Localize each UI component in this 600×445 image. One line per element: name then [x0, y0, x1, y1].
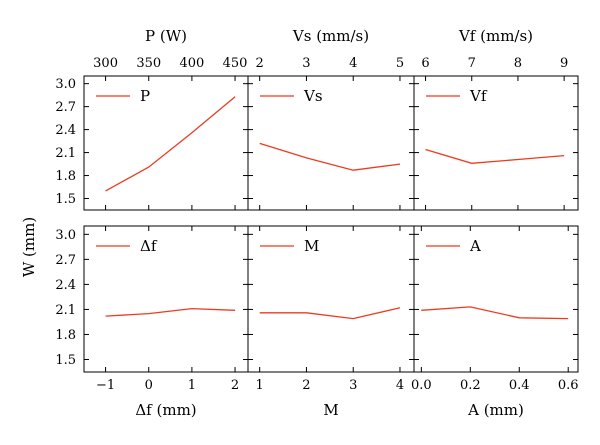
x-tick-label: 400: [179, 56, 204, 71]
x-tick-label: 2: [256, 56, 264, 71]
panel-top-middle: 2 3 4 5 Vs (mm/s) Vs: [247, 27, 415, 211]
x-tick-label: 3: [349, 378, 357, 393]
series-line: [421, 306, 569, 320]
x-tick-label: 300: [93, 56, 118, 71]
panel-bottom-middle: 1 2 3 4 M M: [247, 225, 415, 419]
y-tick-label: 3.0: [55, 77, 76, 92]
x-tick-label: 9: [560, 56, 568, 71]
legend-label: Vs: [303, 87, 323, 105]
x-tick-label: 4: [396, 378, 404, 393]
legend-label: M: [304, 237, 319, 255]
series-line: [259, 307, 401, 320]
y-tick-label: 2.1: [55, 146, 76, 161]
x-tick-label: 0: [145, 378, 153, 393]
legend-label: A: [469, 237, 481, 255]
y-tick-label: 1.8: [55, 328, 76, 343]
legend-label: Δf: [140, 237, 158, 255]
panel-frame: [413, 225, 579, 373]
panel-frame: [83, 225, 249, 373]
x-axis-title: Vs (mm/s): [292, 27, 369, 45]
legend-label: Vf: [469, 87, 488, 105]
series-line: [105, 96, 236, 192]
x-tick-label: 0.0: [411, 378, 432, 393]
x-tick-label: 2: [231, 378, 239, 393]
legend-label: P: [140, 87, 150, 105]
panel-bottom-left: −1 0 1 2 1.5 1.8 2.1 2.4 2.7 3.0 Δf (mm) Δf: [55, 225, 249, 419]
x-tick-label: 7: [468, 56, 476, 71]
x-tick-label: 350: [136, 56, 161, 71]
x-tick-label: 6: [421, 56, 429, 71]
x-axis-title: Δf (mm): [135, 401, 196, 419]
x-tick-label: 2: [302, 378, 310, 393]
x-tick-label: 0.4: [509, 378, 530, 393]
x-axis-title: Vf (mm/s): [458, 27, 533, 45]
x-axis-title: A (mm): [467, 401, 524, 419]
y-tick-label: 2.7: [55, 100, 76, 115]
x-axis-title: M: [323, 401, 338, 419]
y-tick-label: 2.7: [55, 253, 76, 268]
shared-y-axis-title: W (mm): [20, 217, 38, 277]
panel-frame: [413, 75, 579, 211]
x-tick-label: 450: [223, 56, 248, 71]
x-axis-title: P (W): [145, 27, 187, 45]
x-tick-label: 1: [188, 378, 196, 393]
series-line: [425, 148, 565, 164]
y-tick-label: 2.1: [55, 303, 76, 318]
series-line: [105, 307, 236, 317]
series-line: [259, 142, 401, 171]
panel-top-left: 300 350 400 450 1.5 1.8 2.1 2.4 2.7 3.0 P (W) P: [55, 27, 249, 211]
panel-bottom-right: 0.0 0.2 0.4 0.6 A (mm) A: [411, 225, 579, 419]
y-tick-label: 2.4: [55, 123, 76, 138]
panel-top-right: 6 7 8 9 Vf (mm/s) Vf: [413, 27, 579, 211]
x-tick-label: 4: [349, 56, 357, 71]
y-tick-label: 2.4: [55, 278, 76, 293]
y-tick-label: 1.5: [55, 192, 76, 207]
y-tick-label: 1.5: [55, 353, 76, 368]
x-tick-label: −1: [96, 378, 115, 393]
panel-frame: [247, 225, 415, 373]
x-tick-label: 8: [514, 56, 522, 71]
x-tick-label: 0.2: [460, 378, 481, 393]
y-tick-label: 1.8: [55, 169, 76, 184]
x-tick-label: 1: [256, 378, 264, 393]
x-tick-label: 3: [302, 56, 310, 71]
x-tick-label: 5: [396, 56, 404, 71]
x-tick-label: 0.6: [558, 378, 579, 393]
y-tick-label: 3.0: [55, 228, 76, 243]
